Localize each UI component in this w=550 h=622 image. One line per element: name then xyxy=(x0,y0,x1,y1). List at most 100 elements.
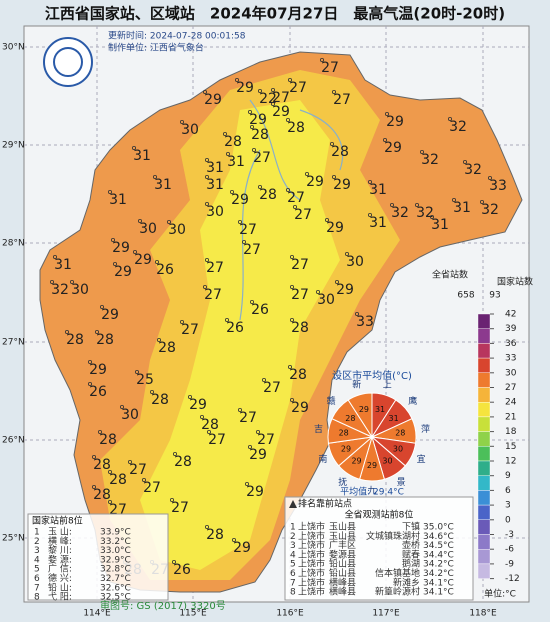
pie-value: 30 xyxy=(393,444,403,453)
station-dot xyxy=(179,319,184,324)
station-value: 26 xyxy=(89,384,107,400)
station-temp: 33.9°C xyxy=(100,528,131,538)
county: 玉山县 xyxy=(329,531,356,542)
station-value: 27 xyxy=(263,380,281,396)
rank: 1 xyxy=(34,528,40,538)
colorbar-cell xyxy=(477,416,491,432)
station-dot xyxy=(261,377,266,382)
station-value: 27 xyxy=(239,222,257,238)
station-dot xyxy=(289,284,294,289)
station-name: 玉 山: xyxy=(48,527,72,538)
station-temp: 32.6°C xyxy=(100,583,131,593)
logo xyxy=(43,37,93,87)
colorbar-label: 30 xyxy=(505,368,517,378)
station-value: 30 xyxy=(71,282,89,298)
colorbar-cell xyxy=(477,475,491,491)
pie-city: 景 xyxy=(397,477,406,488)
station-value: 27 xyxy=(321,60,339,76)
station: 赋春 xyxy=(402,548,420,560)
temp: 34.2°C xyxy=(423,569,454,579)
station-value: 31 xyxy=(369,182,387,198)
station-value: 27 xyxy=(257,432,275,448)
colorbar-label: 3 xyxy=(505,501,511,511)
temp: 34.1°C xyxy=(423,588,454,598)
station-value: 29 xyxy=(384,140,402,156)
city: 上饶市 xyxy=(298,576,325,588)
colorbar-label: 9 xyxy=(505,471,511,481)
legend: 42393633302724211815129630-3-6-9-12全省站数6… xyxy=(432,269,533,600)
pie-value: 31 xyxy=(375,405,385,414)
station-value: 29 xyxy=(89,362,107,378)
station-value: 28 xyxy=(259,187,277,203)
station-dot xyxy=(241,239,246,244)
station-dot xyxy=(141,477,146,482)
triangle-icon xyxy=(289,500,297,508)
station-value: 29 xyxy=(272,104,290,120)
station-value: 27 xyxy=(287,190,305,206)
station-value: 29 xyxy=(204,92,222,108)
station-value: 29 xyxy=(236,80,254,96)
pie-slice xyxy=(347,392,373,439)
station-dot xyxy=(487,175,492,180)
temp: 34.5°C xyxy=(423,541,454,551)
pie-value: 28 xyxy=(395,428,405,437)
station-dot xyxy=(257,89,262,94)
station-dot xyxy=(202,90,207,95)
station-dot xyxy=(204,201,209,206)
temp: 35.0°C xyxy=(423,523,454,533)
station-dot xyxy=(289,254,294,259)
national-count-label: 国家站数 xyxy=(497,276,533,288)
lon-label: 118°E xyxy=(469,609,497,619)
station-dot xyxy=(382,137,387,142)
station-name: 弋 阳: xyxy=(48,591,72,603)
station-name: 广 信: xyxy=(48,563,72,575)
lat-label: 26°N xyxy=(2,436,25,446)
station-dot xyxy=(149,389,154,394)
station-dot xyxy=(319,58,324,63)
station-value: 29 xyxy=(114,264,132,280)
all-count-label: 全省站数 xyxy=(432,269,468,281)
station-dot xyxy=(231,538,236,543)
station-value: 26 xyxy=(251,302,269,318)
lon-label: 114°E xyxy=(83,609,111,619)
pie-title: 设区市平均值(°C) xyxy=(332,369,412,382)
colorbar-label: 36 xyxy=(505,339,517,349)
station-value: 30 xyxy=(121,407,139,423)
station-dot xyxy=(225,151,230,156)
station-value: 29 xyxy=(249,112,267,128)
all-count: 658 xyxy=(457,291,474,301)
station-dot xyxy=(171,560,176,565)
rank: 8 xyxy=(290,588,296,598)
station-dot xyxy=(166,219,171,224)
lon-label: 115°E xyxy=(179,609,207,619)
station-value: 29 xyxy=(386,114,404,130)
station-value: 32 xyxy=(416,205,434,221)
station-value: 28 xyxy=(201,417,219,433)
station-value: 27 xyxy=(204,287,222,303)
title: 江西省国家站、区域站 2024年07月27日 最高气温(20时-20时) xyxy=(45,5,505,23)
station-value: 32 xyxy=(464,162,482,178)
station-value: 28 xyxy=(331,144,349,160)
city: 上饶市 xyxy=(298,548,325,560)
station-value: 31 xyxy=(154,177,172,193)
station-dot xyxy=(285,118,290,123)
pie-city: 南 xyxy=(318,453,327,465)
station-dot xyxy=(257,184,262,189)
station-dot xyxy=(367,179,372,184)
colorbar-label: 6 xyxy=(505,486,511,496)
station-value: 32 xyxy=(421,152,439,168)
station-value: 29 xyxy=(333,177,351,193)
lat-label: 28°N xyxy=(2,239,25,249)
all-title: 全省观测站前8位 xyxy=(345,509,414,521)
station-value: 28 xyxy=(224,134,242,150)
station-dot xyxy=(249,299,254,304)
pie-value: 29 xyxy=(341,444,351,453)
pie-value: 30 xyxy=(382,457,392,466)
station-value: 31 xyxy=(54,257,72,273)
station-value: 29 xyxy=(233,540,251,556)
station-dot xyxy=(92,454,97,459)
lat-label: 25°N xyxy=(2,534,25,544)
station: 文城镇珠湖村 xyxy=(366,530,420,542)
rank: 3 xyxy=(34,546,40,556)
